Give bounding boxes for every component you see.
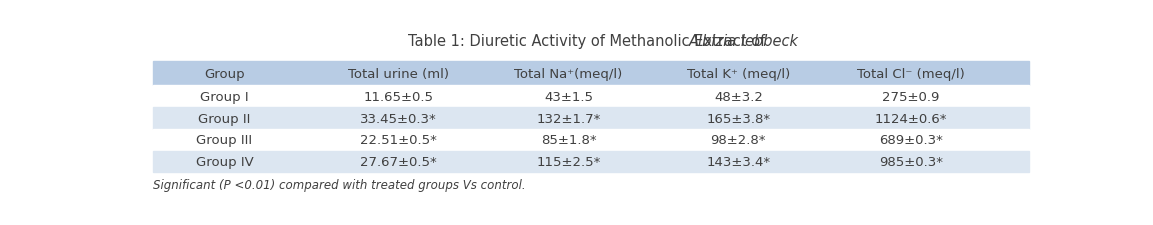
Text: Group IV: Group IV: [196, 155, 254, 168]
Text: Albizia lebbeck: Albizia lebbeck: [688, 33, 799, 48]
Text: Total Na⁺(meq/l): Total Na⁺(meq/l): [514, 67, 623, 80]
Text: Group III: Group III: [196, 134, 253, 146]
Text: Total urine (ml): Total urine (ml): [348, 67, 450, 80]
Text: 143±3.4*: 143±3.4*: [707, 155, 770, 168]
Bar: [153, 108, 1028, 129]
Bar: [153, 151, 1028, 173]
Text: 275±0.9: 275±0.9: [882, 90, 940, 103]
Text: Group: Group: [204, 67, 244, 80]
Text: 115±2.5*: 115±2.5*: [536, 155, 601, 168]
Text: 27.67±0.5*: 27.67±0.5*: [361, 155, 437, 168]
Text: 165±3.8*: 165±3.8*: [707, 112, 770, 125]
Text: 985±0.3*: 985±0.3*: [879, 155, 943, 168]
Text: Group II: Group II: [198, 112, 250, 125]
Text: 132±1.7*: 132±1.7*: [536, 112, 601, 125]
Text: 1124±0.6*: 1124±0.6*: [875, 112, 947, 125]
Text: 48±3.2: 48±3.2: [714, 90, 763, 103]
Text: 43±1.5: 43±1.5: [544, 90, 593, 103]
Text: Table 1: Diuretic Activity of Methanolic Extract of: Table 1: Diuretic Activity of Methanolic…: [408, 33, 770, 48]
Text: Group I: Group I: [201, 90, 249, 103]
Text: 33.45±0.3*: 33.45±0.3*: [361, 112, 437, 125]
Text: 11.65±0.5: 11.65±0.5: [364, 90, 434, 103]
Bar: [153, 62, 1028, 86]
Text: Total Cl⁻ (meq/l): Total Cl⁻ (meq/l): [857, 67, 965, 80]
Bar: [153, 129, 1028, 151]
Text: 85±1.8*: 85±1.8*: [541, 134, 596, 146]
Bar: [153, 86, 1028, 108]
Text: 98±2.8*: 98±2.8*: [710, 134, 766, 146]
Text: Significant (P <0.01) compared with treated groups Vs control.: Significant (P <0.01) compared with trea…: [153, 179, 526, 192]
Text: Total K⁺ (meq/l): Total K⁺ (meq/l): [687, 67, 790, 80]
Text: 22.51±0.5*: 22.51±0.5*: [361, 134, 437, 146]
Text: 689±0.3*: 689±0.3*: [879, 134, 943, 146]
